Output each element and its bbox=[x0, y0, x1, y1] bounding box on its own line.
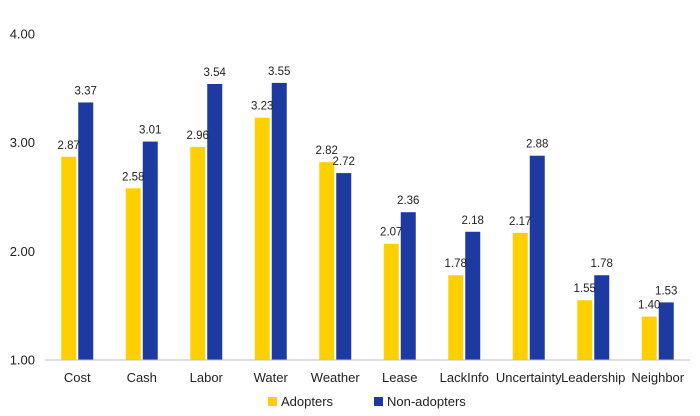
bar-adopters bbox=[61, 156, 77, 360]
bar-non-adopters bbox=[207, 83, 223, 360]
bar-non-adopters bbox=[529, 155, 545, 360]
x-axis: Cost Cash Labor Water Weather Lease LackInfo Un… bbox=[45, 359, 690, 385]
y-tick-label: 1.00 bbox=[10, 353, 35, 368]
bar-non-adopters bbox=[142, 141, 158, 360]
x-category-label: Water bbox=[254, 370, 289, 385]
data-label: 3.54 bbox=[204, 67, 227, 79]
bar-adopters bbox=[254, 117, 270, 360]
bar-non-adopters bbox=[78, 102, 94, 361]
bar-adopters bbox=[125, 188, 141, 360]
x-category-label: Lease bbox=[382, 370, 417, 385]
bar-non-adopters bbox=[400, 212, 416, 360]
data-label: 1.78 bbox=[445, 258, 467, 270]
bar-adopters bbox=[448, 275, 464, 360]
bar-non-adopters bbox=[465, 231, 481, 360]
bar-adopters bbox=[319, 162, 335, 360]
data-label: 3.23 bbox=[251, 101, 273, 113]
data-label: 2.17 bbox=[509, 216, 531, 228]
x-category-label: Weather bbox=[311, 370, 361, 385]
data-label: 2.07 bbox=[380, 227, 402, 239]
data-label: 1.40 bbox=[638, 300, 660, 312]
data-label: 3.37 bbox=[75, 85, 97, 97]
data-label: 3.01 bbox=[139, 125, 161, 137]
legend-adopters-label: Adopters bbox=[281, 394, 334, 409]
data-label: 2.87 bbox=[58, 140, 80, 152]
y-tick-label: 2.00 bbox=[10, 244, 35, 259]
data-label: 2.58 bbox=[122, 171, 144, 183]
x-category-label: Cost bbox=[64, 370, 91, 385]
bars bbox=[61, 82, 674, 361]
data-labels: 2.87 3.37 2.58 3.01 2.96 3.54 3.23 3.55 2.822.72… bbox=[58, 66, 678, 312]
bar-non-adopters bbox=[658, 302, 674, 360]
data-label: 2.88 bbox=[526, 139, 548, 151]
x-category-label: Neighbor bbox=[631, 370, 684, 385]
bar-non-adopters bbox=[271, 82, 287, 361]
bar-adopters bbox=[641, 316, 657, 360]
data-label: 1.78 bbox=[591, 258, 613, 270]
bar-adopters bbox=[383, 243, 399, 360]
bar-non-adopters bbox=[336, 173, 352, 360]
x-category-label: Labor bbox=[190, 370, 224, 385]
x-category-label: Leadership bbox=[561, 370, 625, 385]
data-label: 2.36 bbox=[397, 195, 419, 207]
x-category-label: LackInfo bbox=[440, 370, 489, 385]
y-tick-label: 4.00 bbox=[10, 27, 35, 42]
data-label: 3.55 bbox=[268, 66, 290, 78]
bar-adopters bbox=[512, 232, 528, 360]
legend-non-adopters-label: Non-adopters bbox=[387, 394, 466, 409]
legend-non-adopters-swatch bbox=[374, 397, 383, 406]
bar-non-adopters bbox=[594, 275, 610, 360]
y-axis: 1.00 2.00 3.00 4.00 bbox=[10, 27, 35, 368]
data-label: 2.72 bbox=[333, 156, 355, 168]
legend-adopters-swatch bbox=[268, 397, 277, 406]
data-label: 2.82 bbox=[316, 145, 338, 157]
data-label: 1.53 bbox=[655, 285, 677, 297]
data-label: 1.55 bbox=[574, 283, 596, 295]
legend: Adopters Non-adopters bbox=[268, 394, 466, 409]
x-category-label: Cash bbox=[127, 370, 157, 385]
bar-adopters bbox=[190, 147, 206, 360]
bar-adopters bbox=[577, 300, 593, 360]
data-label: 2.96 bbox=[187, 130, 209, 142]
y-tick-label: 3.00 bbox=[10, 135, 35, 150]
x-category-label: Uncertainty bbox=[496, 370, 562, 385]
data-label: 2.18 bbox=[462, 215, 484, 227]
